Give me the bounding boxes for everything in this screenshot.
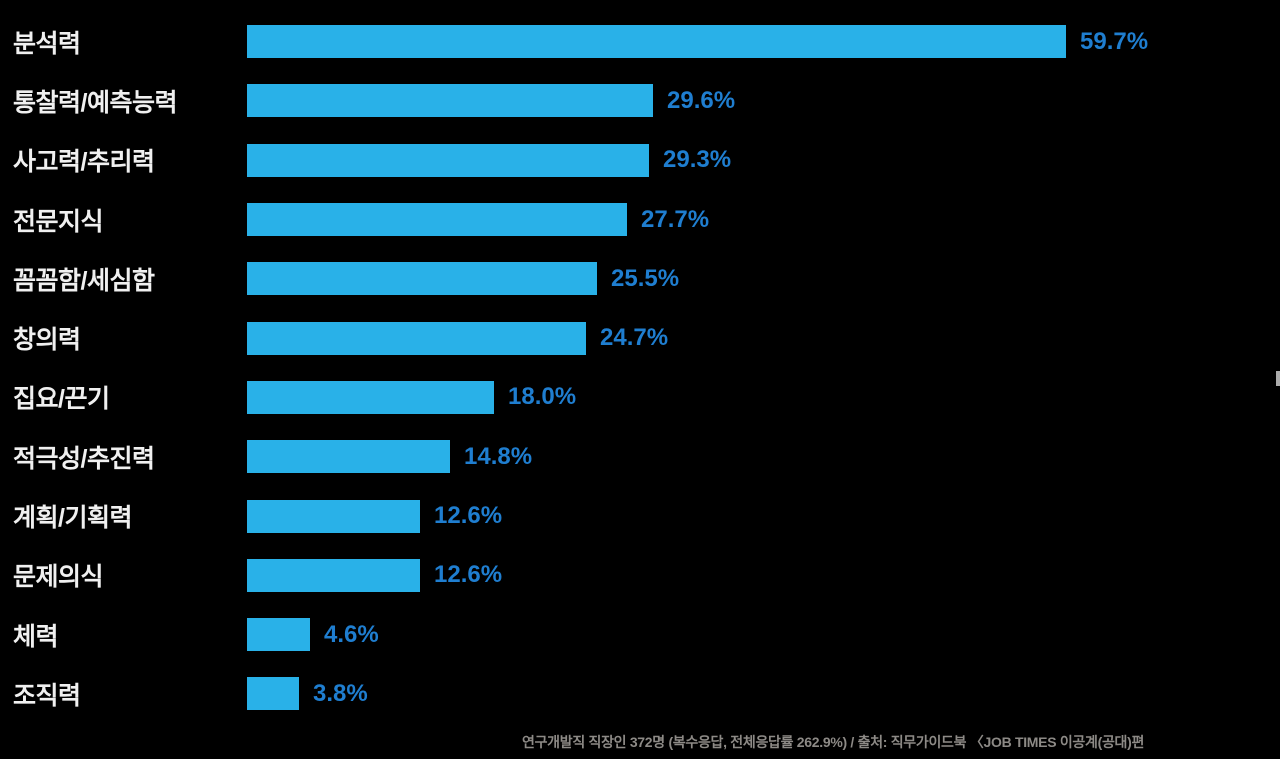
value-label: 24.7% — [600, 324, 669, 352]
chart-row: 계획/기획력 12.6% — [0, 486, 1280, 545]
chart-row: 분석력 59.7% — [0, 12, 1280, 71]
bar — [247, 25, 1066, 59]
bar — [247, 143, 649, 177]
bar — [247, 677, 299, 711]
category-label: 꼼꼼함/세심함 — [13, 266, 155, 295]
source-note: 연구개발직 직장인 372명 (복수응답, 전체응답률 262.9%) / 출처… — [522, 734, 1145, 750]
value-label: 25.5% — [611, 264, 680, 292]
bar-zone: 25.5% — [247, 249, 1280, 308]
bar-zone: 12.6% — [247, 486, 1280, 545]
category-label: 사고력/추리력 — [13, 148, 155, 177]
bar — [247, 380, 494, 414]
category-label: 창의력 — [13, 326, 81, 355]
chart-row: 조직력 3.8% — [0, 664, 1280, 723]
chart-row: 통찰력/예측능력 29.6% — [0, 71, 1280, 130]
bar-zone: 29.6% — [247, 71, 1280, 130]
bar-zone: 24.7% — [247, 308, 1280, 367]
value-label: 12.6% — [434, 502, 503, 530]
category-label: 적극성/추진력 — [13, 444, 155, 473]
bar — [247, 262, 597, 296]
chart-row: 적극성/추진력 14.8% — [0, 427, 1280, 486]
category-label: 분석력 — [13, 29, 81, 58]
bar-zone: 59.7% — [247, 12, 1280, 71]
chart-row: 전문지식 27.7% — [0, 190, 1280, 249]
bar-zone: 29.3% — [247, 131, 1280, 190]
bar — [247, 440, 450, 474]
value-label: 27.7% — [641, 205, 710, 233]
chart-row: 집요/끈기 18.0% — [0, 368, 1280, 427]
category-label: 통찰력/예측능력 — [13, 88, 177, 117]
category-label: 계획/기획력 — [13, 504, 132, 533]
chart-row: 사고력/추리력 29.3% — [0, 131, 1280, 190]
bar-zone: 27.7% — [247, 190, 1280, 249]
value-label: 29.3% — [663, 146, 732, 174]
bar-zone: 14.8% — [247, 427, 1280, 486]
bar-chart-rows: 분석력 59.7% 통찰력/예측능력 29.6% 사고력/추리력 29.3% 전… — [0, 12, 1280, 724]
bar — [247, 618, 310, 652]
category-label: 체력 — [13, 622, 59, 651]
bar-zone: 4.6% — [247, 605, 1280, 664]
value-label: 3.8% — [313, 679, 368, 707]
bar — [247, 203, 627, 237]
bar — [247, 558, 420, 592]
value-label: 29.6% — [667, 86, 736, 114]
bar-zone: 12.6% — [247, 546, 1280, 605]
chart-row: 체력 4.6% — [0, 605, 1280, 664]
bar — [247, 84, 653, 118]
value-label: 14.8% — [464, 442, 533, 470]
screen-edge-artifact — [1276, 371, 1280, 386]
value-label: 4.6% — [324, 620, 379, 648]
bar — [247, 321, 586, 355]
chart-row: 문제의식 12.6% — [0, 546, 1280, 605]
category-label: 전문지식 — [13, 207, 104, 236]
value-label: 18.0% — [508, 383, 577, 411]
bar — [247, 499, 420, 533]
category-label: 조직력 — [13, 681, 81, 710]
category-label: 문제의식 — [13, 563, 104, 592]
chart-row: 꼼꼼함/세심함 25.5% — [0, 249, 1280, 308]
value-label: 59.7% — [1080, 27, 1149, 55]
category-label: 집요/끈기 — [13, 385, 110, 414]
bar-zone: 3.8% — [247, 664, 1280, 723]
chart-row: 창의력 24.7% — [0, 308, 1280, 367]
value-label: 12.6% — [434, 561, 503, 589]
bar-zone: 18.0% — [247, 368, 1280, 427]
